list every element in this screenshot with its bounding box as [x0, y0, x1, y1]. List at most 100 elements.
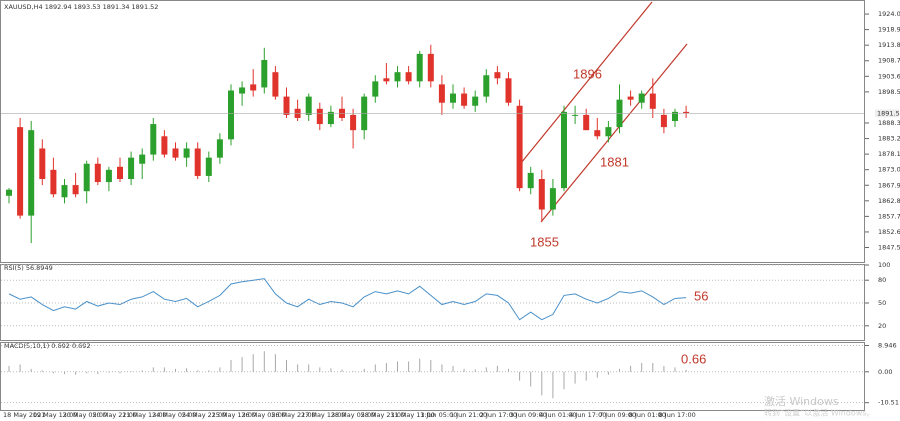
- y-tick-label: 1847.55: [878, 244, 900, 252]
- x-tick-label: 24 May 21:00: [182, 411, 227, 419]
- y-tick-label: 1888.35: [878, 119, 900, 127]
- y-tick-label: 1852.65: [878, 228, 900, 236]
- y-tick-label: 8.946: [878, 342, 897, 350]
- x-tick-label: 3 Jun 09:00: [510, 411, 547, 419]
- candle-body: [394, 72, 401, 82]
- y-tick-label: 1898.55: [878, 88, 900, 96]
- candle-body: [527, 172, 534, 189]
- candle-body: [172, 148, 179, 158]
- x-tick-label: 1 Jun 21:00: [450, 411, 487, 419]
- candle-body: [105, 169, 112, 183]
- x-tick-label: 28 May 05:00: [331, 411, 376, 419]
- x-tick-label: 4 Jun 01:00: [539, 411, 576, 419]
- candle-body: [83, 163, 90, 192]
- last-price-tag: [875, 109, 899, 118]
- candle-body: [549, 188, 556, 210]
- candle-body: [649, 93, 656, 109]
- x-tick-label: 8 Jun 17:00: [659, 411, 696, 419]
- x-tick-label: 8 Jun 01:00: [629, 411, 666, 419]
- candle-body: [272, 72, 279, 97]
- x-tick-label: 27 May 13:00: [301, 411, 346, 419]
- y-tick-label: 1903.65: [878, 72, 900, 80]
- candle-body: [94, 163, 101, 183]
- candle-body: [283, 96, 290, 115]
- x-tick-label: 1 Jun 05:00: [420, 411, 457, 419]
- x-tick-label: 24 May 05:00: [152, 411, 197, 419]
- candle-body: [350, 114, 357, 131]
- x-tick-label: 21 May 13:00: [122, 411, 167, 419]
- candle-body: [250, 84, 257, 91]
- candle-body: [128, 157, 135, 179]
- annotation: 0.66: [681, 351, 706, 366]
- candle-body: [538, 178, 545, 210]
- candle-body: [17, 127, 24, 216]
- candle-body: [228, 90, 234, 140]
- x-tick-label: 4 Jun 17:00: [569, 411, 606, 419]
- macd-panel: [0, 342, 865, 411]
- candle-body: [372, 81, 379, 97]
- candle-body: [305, 96, 312, 115]
- candle-body: [638, 93, 645, 103]
- annotation: 1881: [600, 154, 629, 169]
- x-tick-label: 19 May 13:00: [33, 411, 78, 419]
- candle-body: [572, 114, 579, 116]
- candle-body: [194, 148, 201, 176]
- x-tick-label: 31 May 13:00: [390, 411, 435, 419]
- macd-header: MACD(5,10,1) 0.692 0.692: [4, 342, 91, 350]
- rsi-header: RSI(5) 56.8949: [4, 264, 53, 272]
- candle-body: [139, 154, 146, 164]
- candle-body: [627, 96, 634, 100]
- candle-body: [39, 148, 46, 179]
- candle-body: [505, 78, 512, 103]
- x-tick-label: 7 Jun 09:00: [599, 411, 636, 419]
- x-tick-label: 25 May 13:00: [212, 411, 257, 419]
- watermark: 激活 Windows: [764, 394, 839, 408]
- y-tick-label: 1924.05: [878, 10, 900, 18]
- y-tick-label: 1883.25: [878, 135, 900, 143]
- candle-body: [427, 53, 434, 82]
- candle-body: [516, 105, 523, 189]
- candle-body: [150, 124, 157, 155]
- x-tick-label: 28 May 21:00: [361, 411, 406, 419]
- candle-body: [327, 111, 334, 125]
- x-tick-label: 26 May 21:00: [271, 411, 316, 419]
- y-tick-label: 1867.95: [878, 181, 900, 189]
- price-header: XAUUSD,H4 1892.94 1893.53 1891.34 1891.5…: [4, 3, 158, 11]
- candle-body: [28, 130, 35, 216]
- candle-body: [461, 93, 468, 106]
- y-tick-label: 80: [878, 276, 886, 284]
- candle-body: [383, 78, 390, 82]
- candle-body: [117, 166, 123, 179]
- candle-body: [416, 53, 423, 82]
- x-tick-label: 18 May 2021: [3, 411, 45, 419]
- candle-body: [438, 84, 445, 103]
- rsi-panel: [0, 264, 865, 341]
- y-tick-label: 50: [878, 299, 886, 307]
- y-tick-label: 100: [878, 261, 890, 269]
- candle-body: [683, 111, 690, 114]
- candle-body: [161, 136, 168, 155]
- x-tick-label: 2 Jun 17:00: [480, 411, 517, 419]
- annotation: 56: [694, 288, 708, 303]
- y-tick-label: 0.00: [878, 368, 892, 376]
- channel-lower: [540, 43, 688, 223]
- y-tick-label: 1857.75: [878, 212, 900, 220]
- y-tick-label: 1878.15: [878, 150, 900, 158]
- candle-body: [405, 72, 412, 82]
- y-tick-label: 1873.05: [878, 166, 900, 174]
- candle-body: [72, 185, 79, 195]
- watermark: 转到“设置”以激活 Windows。: [764, 408, 875, 418]
- candle-body: [594, 130, 601, 137]
- y-tick-label: -10.51: [878, 399, 899, 407]
- y-tick-label: 1918.95: [878, 26, 900, 34]
- candle-body: [261, 59, 268, 88]
- candle-body: [450, 93, 456, 103]
- annotation: 1896: [573, 66, 602, 81]
- candle-body: [216, 139, 223, 158]
- candle-body: [316, 108, 323, 125]
- candle-body: [50, 169, 57, 195]
- candle-body: [239, 87, 246, 94]
- candle-body: [583, 114, 590, 131]
- price-panel: [0, 0, 865, 263]
